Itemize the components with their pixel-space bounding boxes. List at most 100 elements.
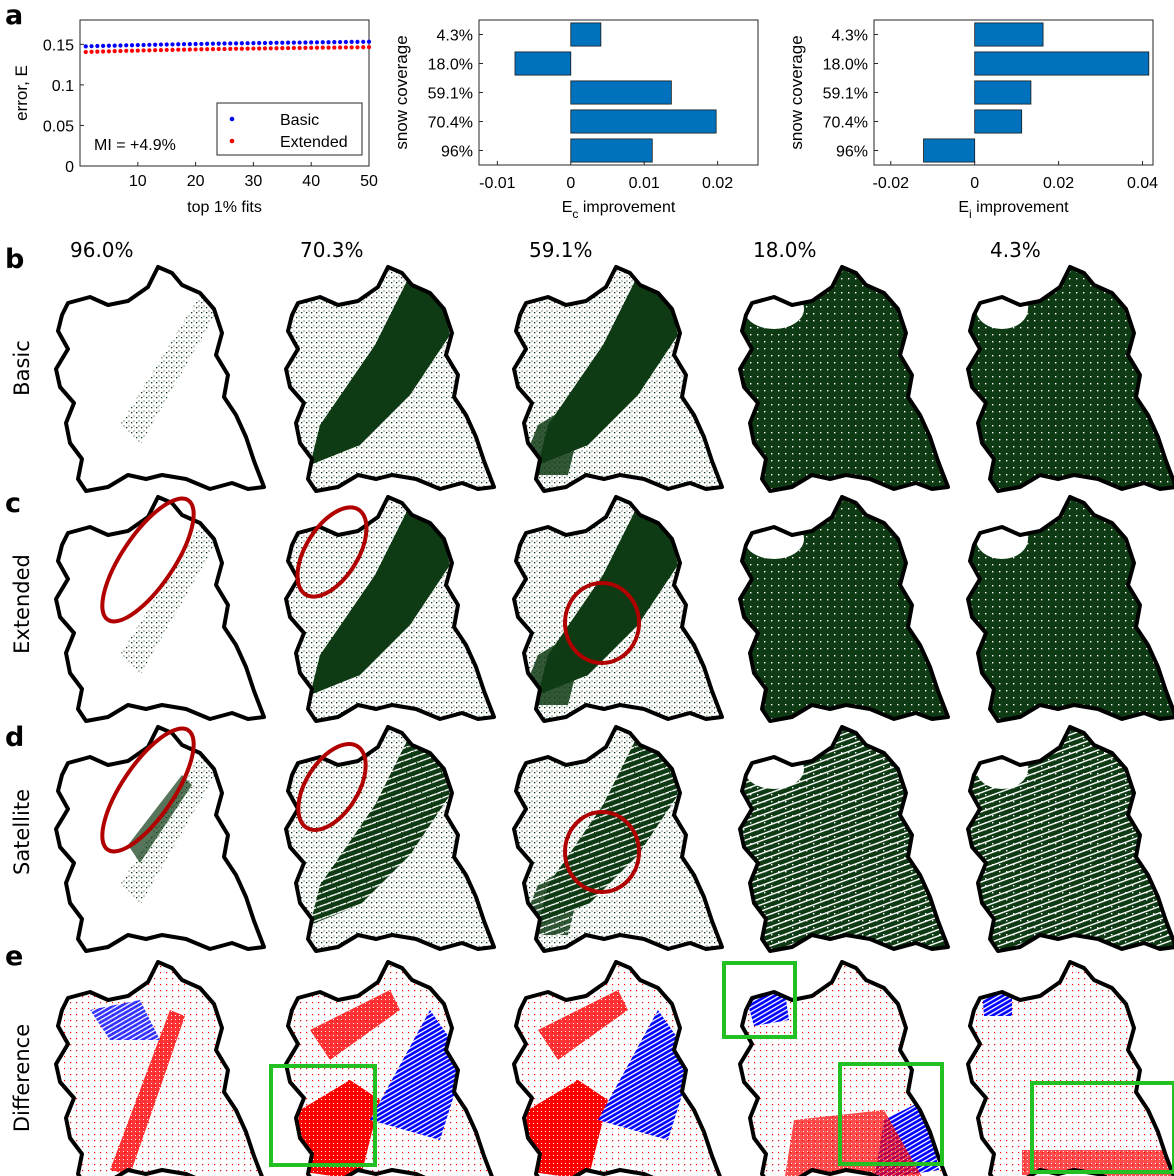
x-tick-label: 0.02 (702, 175, 733, 192)
point-extended (285, 45, 291, 51)
x-tick-label: 0 (566, 175, 575, 192)
y-tick-label: 18.0% (823, 57, 868, 74)
y-tick-label: 70.4% (823, 115, 868, 132)
map-satellite-4 (738, 725, 950, 953)
highlight-ellipse (296, 742, 368, 832)
x-tick-label: -0.01 (479, 175, 516, 192)
y-tick-label: 4.3% (832, 28, 868, 45)
point-extended (95, 49, 100, 54)
point-extended (257, 46, 262, 51)
x-tick-label: 0.02 (1043, 175, 1074, 192)
column-title-4: 18.0% (753, 238, 817, 262)
point-extended (158, 47, 164, 53)
point-extended (205, 47, 210, 52)
map-basic-4 (738, 265, 950, 493)
point-extended (193, 47, 198, 52)
x-tick-label: 40 (302, 173, 320, 190)
point-basic (101, 43, 106, 48)
point-extended (164, 47, 169, 53)
legend-marker-basic (229, 116, 235, 122)
snow-patch (744, 519, 804, 559)
point-extended (129, 48, 135, 53)
point-extended (268, 46, 273, 51)
point-basic (268, 40, 273, 45)
bar-96% (923, 138, 976, 163)
point-basic (164, 42, 169, 47)
scattered-patches (514, 497, 722, 721)
map-difference-2 (284, 960, 494, 1176)
basin-outline (512, 265, 724, 493)
point-extended (297, 45, 302, 51)
map-satellite-1 (54, 725, 266, 953)
y-tick-label: 18.0% (428, 57, 473, 74)
basin-outline (284, 265, 496, 493)
bar-18.0% (974, 51, 1150, 76)
y-axis-label: snow coverage (392, 35, 411, 149)
point-extended (228, 46, 233, 51)
bar-70.4% (974, 109, 1023, 134)
x-tick-label: 0 (970, 175, 979, 192)
x-axis-label: top 1% fits (187, 199, 262, 216)
plot-frame (79, 19, 370, 167)
point-basic (355, 39, 360, 45)
snow-patch (744, 749, 804, 789)
map-basic-3 (512, 265, 724, 493)
basin-outline (738, 265, 950, 493)
basin-outline (284, 960, 494, 1176)
point-basic (210, 41, 216, 46)
basin-outline (284, 495, 496, 723)
map-satellite-5 (966, 725, 1174, 953)
column-title-5: 4.3% (990, 238, 1041, 262)
point-extended (274, 46, 279, 51)
x-tick-label: -0.02 (873, 175, 910, 192)
map-extended-5 (966, 495, 1174, 723)
point-basic (245, 41, 250, 46)
point-extended (320, 45, 325, 50)
chart-error-scatter: 10 20 30 40 50 0 0.05 0.1 0.15 top 1% fits error, … (12, 19, 378, 216)
point-basic (349, 39, 354, 45)
snow-free-patches (120, 525, 215, 675)
point-basic (129, 43, 135, 48)
point-basic (95, 43, 100, 49)
point-extended (118, 48, 123, 54)
highlight-box (838, 1062, 944, 1166)
legend-marker-extended (229, 138, 235, 144)
point-basic (187, 41, 192, 47)
point-basic (170, 42, 175, 47)
map-difference-5 (966, 960, 1174, 1176)
y-tick-label: 70.4% (428, 115, 473, 132)
point-basic (176, 42, 181, 47)
point-extended (101, 49, 106, 54)
y-tick-label: 4.3% (437, 28, 473, 45)
point-extended (199, 47, 204, 52)
difference-blue (90, 1000, 160, 1040)
scattered-patches (286, 497, 494, 721)
basin-outline (54, 725, 266, 953)
highlight-ellipse (100, 726, 196, 854)
point-basic (297, 40, 302, 45)
point-basic (309, 40, 314, 45)
x-tick-label: 50 (360, 173, 378, 190)
scattered-patches (286, 267, 494, 491)
point-extended (112, 49, 117, 54)
point-basic (251, 41, 256, 46)
point-extended (89, 49, 94, 54)
difference-red (310, 990, 400, 1060)
snow-patch (976, 749, 1028, 789)
map-basic-5 (966, 265, 1174, 493)
highlight-box (722, 961, 797, 1039)
scattered-patches (514, 267, 722, 491)
x-tick-label: 30 (245, 173, 263, 190)
point-basic (147, 42, 152, 47)
highlight-ellipse (563, 810, 641, 894)
y-tick-label: 96% (836, 144, 868, 161)
map-satellite-2 (284, 725, 496, 953)
snow-speckle (740, 727, 948, 951)
basin-outline (54, 960, 264, 1176)
y-tick-label: 0 (65, 159, 74, 176)
point-basic (320, 40, 325, 45)
point-extended (239, 46, 244, 51)
point-extended (338, 45, 343, 50)
point-extended (176, 47, 181, 52)
y-tick-label: 59.1% (428, 86, 473, 103)
